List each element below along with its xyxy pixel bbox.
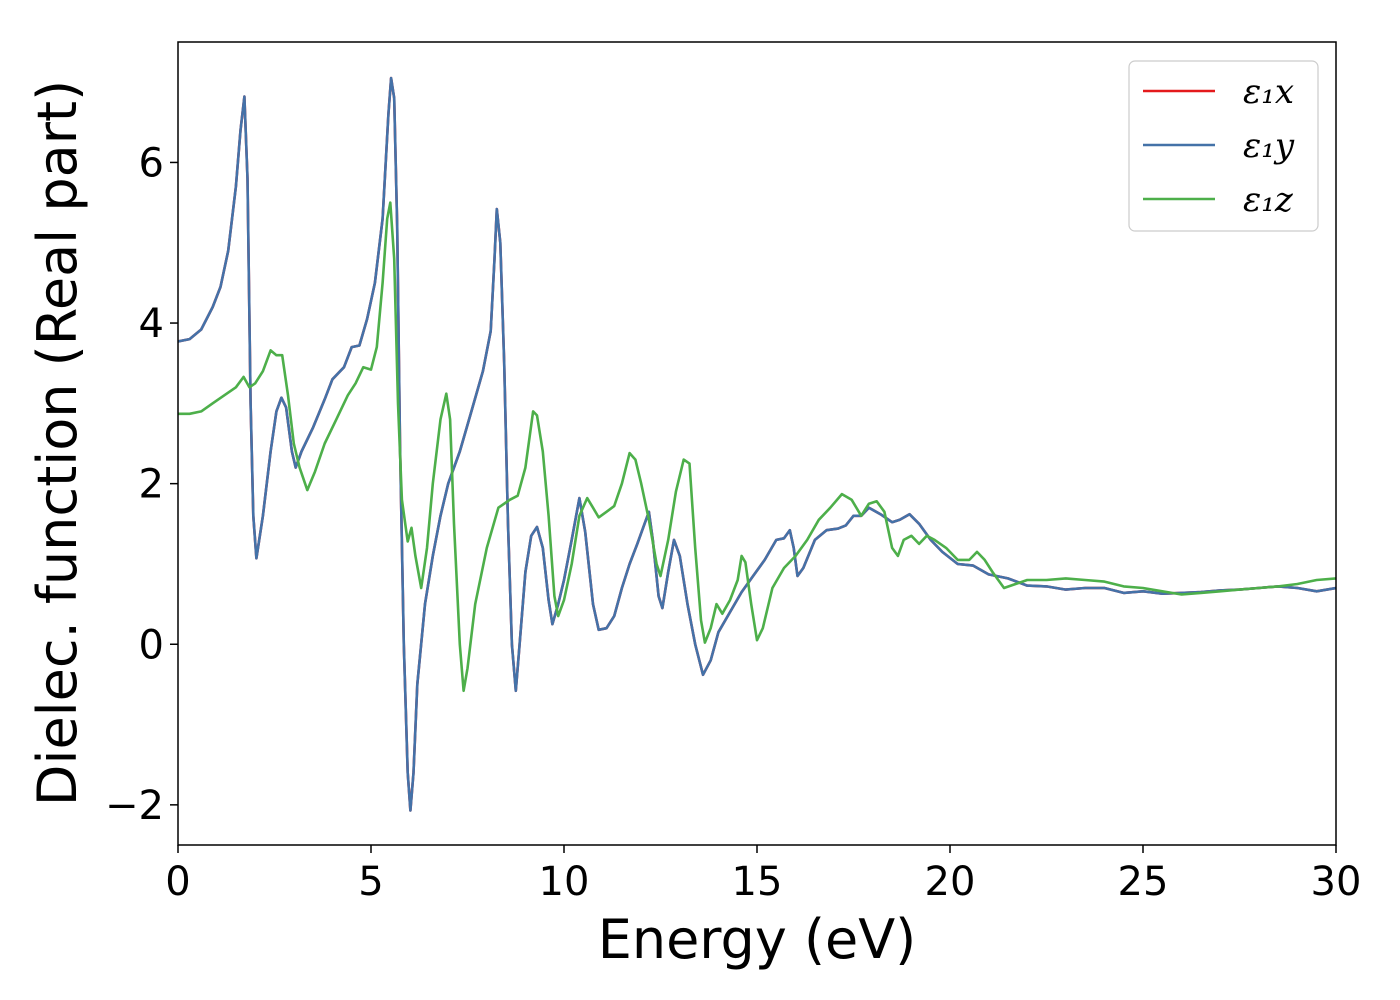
series-line-1 xyxy=(178,76,1336,812)
x-tick-label: 30 xyxy=(1311,859,1362,905)
legend-label-2: ε₁z xyxy=(1243,180,1294,220)
x-axis: 0 5 10 15 20 25 30 xyxy=(165,845,1361,905)
legend-box xyxy=(1128,60,1319,232)
y-axis-title: Dielec. function (Real part) xyxy=(26,80,89,806)
x-tick-label: 25 xyxy=(1118,859,1169,905)
y-tick-label: 2 xyxy=(139,462,164,508)
legend: ε₁x ε₁y ε₁z xyxy=(1128,60,1319,232)
y-tick-label: 0 xyxy=(139,622,164,668)
legend-label-0: ε₁x xyxy=(1243,72,1294,112)
x-tick-label: 20 xyxy=(925,859,976,905)
y-tick-label: 6 xyxy=(139,140,164,186)
x-tick-label: 15 xyxy=(732,859,783,905)
series-layer xyxy=(178,76,1336,812)
x-axis-title: Energy (eV) xyxy=(598,908,917,971)
x-tick-label: 0 xyxy=(165,859,190,905)
x-tick-label: 10 xyxy=(539,859,590,905)
legend-label-1: ε₁y xyxy=(1243,126,1295,166)
y-axis: −2 0 2 4 6 xyxy=(105,140,178,829)
y-tick-label: 4 xyxy=(139,301,164,347)
y-tick-label: −2 xyxy=(105,783,164,829)
series-line-2 xyxy=(178,201,1336,693)
x-tick-label: 5 xyxy=(358,859,383,905)
